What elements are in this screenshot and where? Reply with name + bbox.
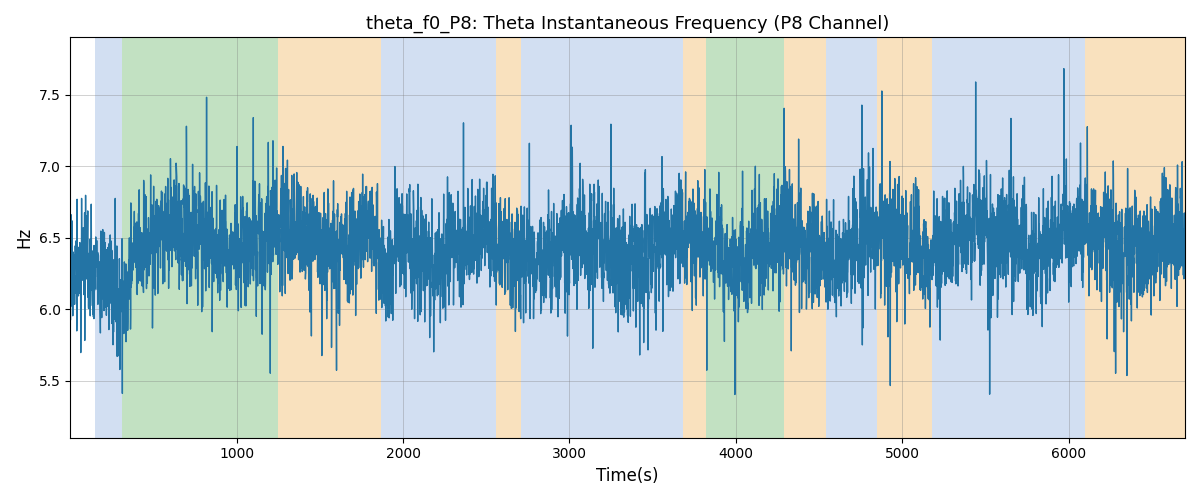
Bar: [278, 38, 382, 438]
Bar: [784, 38, 826, 438]
Bar: [683, 38, 706, 438]
Title: theta_f0_P8: Theta Instantaneous Frequency (P8 Channel): theta_f0_P8: Theta Instantaneous Frequen…: [366, 15, 889, 34]
Bar: [932, 38, 1085, 438]
X-axis label: Time(s): Time(s): [596, 467, 659, 485]
Bar: [706, 38, 784, 438]
Bar: [1085, 38, 1186, 438]
Bar: [95, 38, 122, 438]
Bar: [382, 38, 497, 438]
Bar: [826, 38, 877, 438]
Y-axis label: Hz: Hz: [16, 227, 34, 248]
Bar: [877, 38, 932, 438]
Bar: [122, 38, 278, 438]
Bar: [521, 38, 683, 438]
Bar: [497, 38, 521, 438]
